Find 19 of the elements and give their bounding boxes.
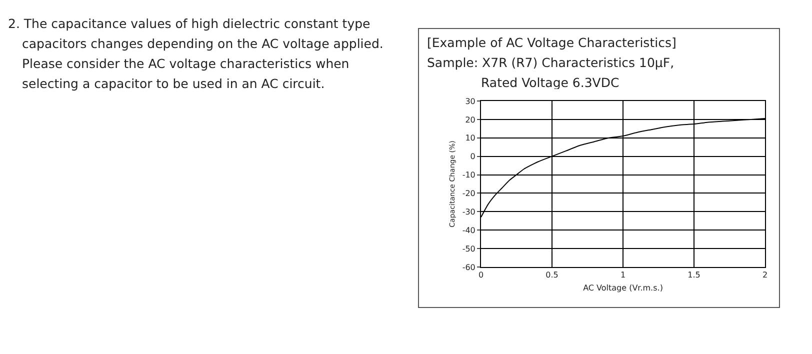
x-tick-label: 0: [478, 270, 484, 280]
y-tick-label: -30: [462, 207, 476, 216]
y-tick-label: -40: [462, 226, 476, 235]
x-tick-label: 2: [762, 270, 768, 280]
y-tick-label: 30: [465, 96, 476, 106]
y-tick-label: -50: [462, 244, 476, 254]
y-tick-label: -60: [462, 262, 476, 272]
text: 2. The capacitance values of high dielectric constant type capacitors changes depending on the AC voltage applied. Please consider the AC voltage characteristics when selecting a capacitor to be used in an AC circuit.: [8, 15, 384, 93]
y-tick-label: 20: [465, 115, 476, 124]
x-tick-label: 0.5: [546, 270, 558, 280]
y-tick-label: -20: [462, 189, 476, 198]
x-tick-label: 1: [620, 270, 626, 280]
y-tick-label: -10: [462, 170, 476, 180]
y-tick-label: 0: [470, 152, 476, 162]
chart-subtitle: Sample: X7R (R7) Characteristics 10μF, Rated Voltage 6.3VDC: [427, 54, 676, 92]
y-tick-label: 10: [465, 134, 476, 143]
x-axis-title: AC Voltage (Vr.m.s.): [583, 284, 663, 293]
x-tick-label: 1.5: [688, 270, 700, 280]
chart-title: [Example of AC Voltage Characteristics]: [427, 34, 676, 52]
